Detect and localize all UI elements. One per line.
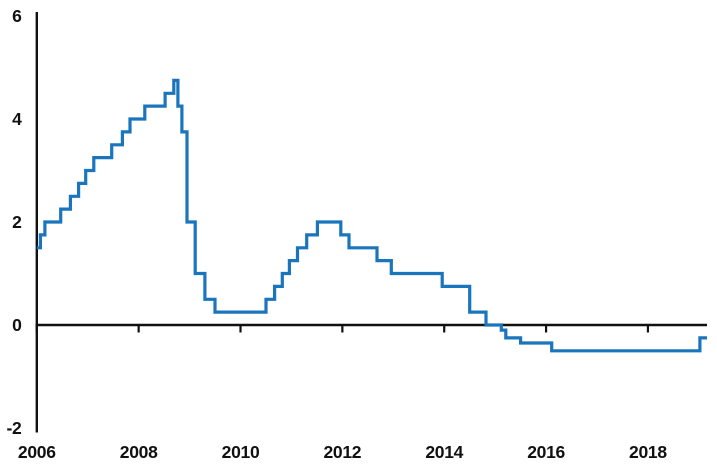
y-axis-tick-label: 4 (12, 109, 22, 129)
axes-group (35, 12, 707, 433)
x-axis-tick-label: 2018 (629, 442, 667, 462)
series-group (36, 78, 707, 353)
y-axis-tick-label: 6 (12, 6, 22, 26)
y-axis-tick-label: -2 (7, 418, 23, 438)
x-axis-tick-label: 2008 (120, 442, 158, 462)
x-axis-tick-label: 2014 (425, 442, 463, 462)
axis-labels-group: -2 0 2 4 6 2006 2008 2010 2012 2014 2016 2018 (7, 6, 668, 462)
y-axis-tick-label: 0 (12, 315, 22, 335)
rate-step-line (36, 78, 707, 353)
x-axis-tick-label: 2010 (222, 442, 260, 462)
x-axis-tick-label: 2016 (527, 442, 565, 462)
x-axis-tick-label: 2012 (323, 442, 361, 462)
y-axis-tick-label: 2 (12, 212, 22, 232)
x-axis-tick-label: 2006 (18, 442, 56, 462)
